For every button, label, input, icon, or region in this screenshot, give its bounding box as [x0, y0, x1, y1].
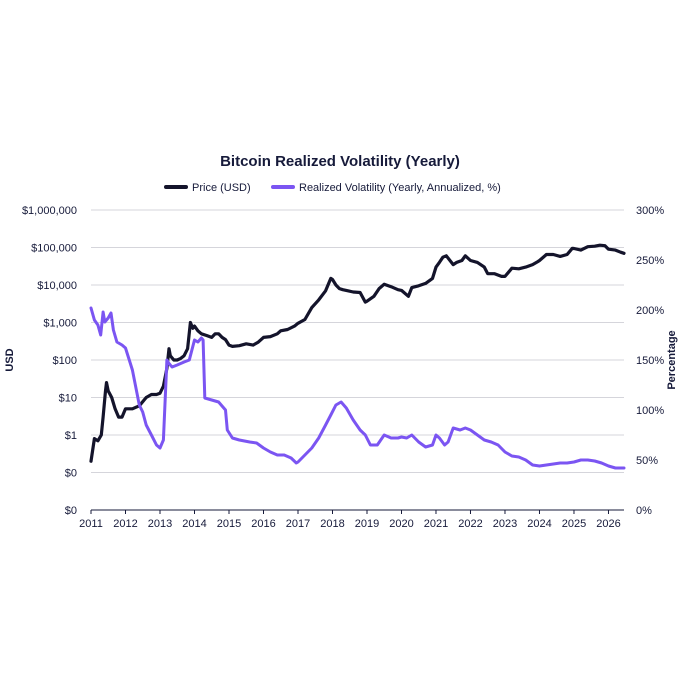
x-tick-label: 2024: [527, 518, 551, 530]
x-tick-label: 2020: [389, 518, 413, 530]
right-tick-label: 250%: [636, 255, 664, 267]
x-tick-label: 2023: [493, 518, 517, 530]
x-tick-label: 2017: [286, 518, 310, 530]
legend-label-price: Price (USD): [192, 182, 251, 194]
x-tick-label: 2012: [113, 518, 137, 530]
series-line-volatility: [89, 306, 626, 470]
x-tick-label: 2016: [251, 518, 275, 530]
series-layer: [89, 243, 626, 470]
right-tick-label: 300%: [636, 205, 664, 217]
x-tick-label: 2018: [320, 518, 344, 530]
x-tick-label: 2019: [355, 518, 379, 530]
x-tick-label: 2025: [562, 518, 586, 530]
left-axis-title: USD: [4, 348, 16, 371]
left-tick-label: $10,000: [37, 280, 77, 292]
left-tick-label: $1,000: [43, 318, 77, 330]
x-axis-ticks: 2011 2012 2013 2014 2015 2016 2017 2018 2019 2020…: [79, 509, 624, 530]
right-tick-label: 0%: [636, 505, 652, 517]
right-tick-label: 50%: [636, 455, 658, 467]
left-tick-label: $10: [59, 393, 77, 405]
x-tick-label: 2015: [217, 518, 241, 530]
right-tick-label: 150%: [636, 355, 664, 367]
right-tick-label: 200%: [636, 305, 664, 317]
x-tick-label: 2013: [148, 518, 172, 530]
right-axis-title: Percentage: [666, 330, 678, 389]
legend: Price (USD) Realized Volatility (Yearly,…: [164, 182, 501, 194]
right-axis-ticks: 0% 50% 100% 150% 200% 250% 300%: [636, 205, 664, 517]
left-tick-label: $100: [53, 355, 77, 367]
x-tick-label: 2026: [596, 518, 620, 530]
x-tick-label: 2022: [458, 518, 482, 530]
left-tick-label: $1,000,000: [22, 205, 77, 217]
right-tick-label: 100%: [636, 405, 664, 417]
left-axis-ticks: $0 $0 $1 $10 $100 $1,000 $10,000 $100,000 $1,000…: [22, 205, 77, 517]
chart-title: Bitcoin Realized Volatility (Yearly): [220, 153, 460, 170]
left-tick-label: $1: [65, 430, 77, 442]
left-tick-label: $100,000: [31, 243, 77, 255]
x-tick-label: 2014: [182, 518, 206, 530]
x-tick-label: 2011: [79, 518, 103, 530]
x-tick-label: 2021: [424, 518, 448, 530]
legend-label-volatility: Realized Volatility (Yearly, Annualized,…: [299, 182, 501, 194]
left-tick-label: $0: [65, 468, 77, 480]
series-line-price: [89, 243, 626, 463]
left-tick-label: $0: [65, 505, 77, 517]
